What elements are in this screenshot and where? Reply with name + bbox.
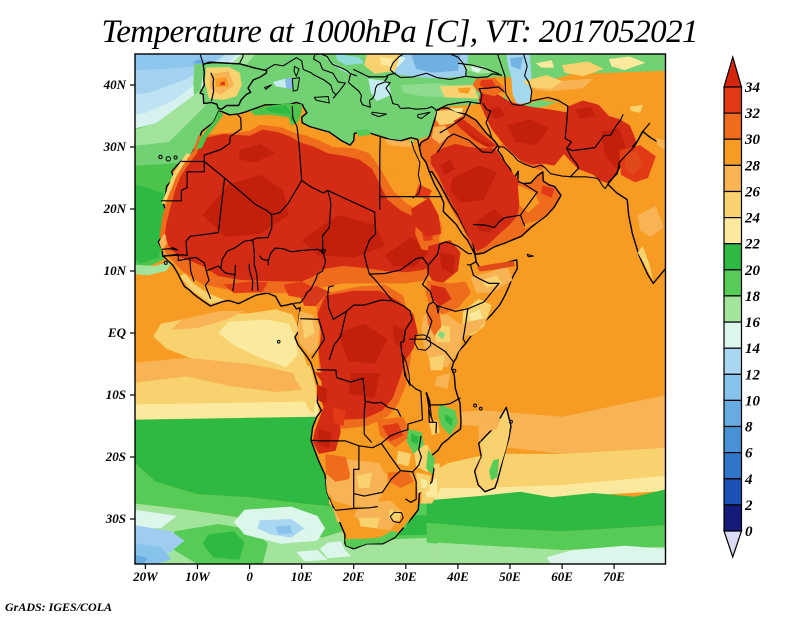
svg-text:4: 4	[744, 472, 753, 488]
svg-text:20W: 20W	[132, 569, 159, 584]
svg-text:GrADS: IGES/COLA: GrADS: IGES/COLA	[5, 600, 112, 614]
svg-text:60E: 60E	[551, 569, 573, 584]
svg-text:Temperature at 1000hPa [C], VT: Temperature at 1000hPa [C], VT: 20170520…	[102, 14, 699, 50]
svg-text:10W: 10W	[185, 569, 211, 584]
svg-text:20N: 20N	[103, 201, 127, 216]
svg-text:40E: 40E	[446, 569, 469, 584]
svg-text:0: 0	[745, 524, 753, 540]
svg-text:30: 30	[744, 132, 761, 148]
svg-text:10: 10	[745, 393, 761, 409]
svg-text:20S: 20S	[105, 449, 126, 464]
svg-text:18: 18	[745, 289, 761, 305]
svg-text:10E: 10E	[291, 569, 313, 584]
svg-text:16: 16	[745, 315, 761, 331]
svg-text:10S: 10S	[106, 387, 126, 402]
svg-text:14: 14	[745, 341, 761, 357]
svg-text:EQ: EQ	[107, 325, 127, 340]
svg-text:20: 20	[744, 263, 761, 279]
svg-text:0: 0	[246, 569, 253, 584]
svg-text:30E: 30E	[394, 569, 417, 584]
svg-text:22: 22	[744, 237, 761, 253]
svg-text:40N: 40N	[103, 77, 127, 92]
svg-text:24: 24	[744, 211, 761, 227]
svg-text:2: 2	[744, 498, 753, 514]
svg-text:70E: 70E	[603, 569, 625, 584]
svg-text:12: 12	[745, 367, 761, 383]
svg-text:32: 32	[744, 106, 761, 122]
svg-text:28: 28	[744, 158, 761, 174]
svg-text:6: 6	[745, 446, 753, 462]
svg-text:8: 8	[745, 420, 753, 436]
svg-text:50E: 50E	[499, 569, 521, 584]
svg-text:10N: 10N	[104, 263, 127, 278]
svg-text:34: 34	[744, 80, 761, 96]
svg-text:26: 26	[744, 185, 761, 201]
svg-text:30N: 30N	[103, 139, 127, 154]
svg-text:30S: 30S	[105, 511, 126, 526]
svg-text:20E: 20E	[342, 569, 365, 584]
